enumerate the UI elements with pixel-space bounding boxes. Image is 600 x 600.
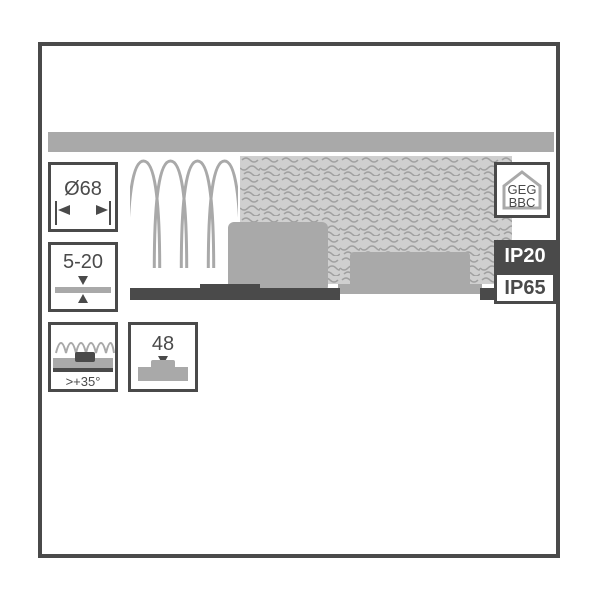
downlight-body [350,252,470,284]
insulation-temp-icon: >+35° [48,322,118,392]
ceiling-panel-left [130,288,340,300]
depth-label: 48 [152,333,174,356]
temp-label: >+35° [51,374,115,389]
diagram-canvas: Ø68 5-20 >+35° 48 [0,0,600,600]
double-arrow-vertical-icon [55,276,111,304]
cutout-diameter-icon: Ø68 [48,162,118,232]
install-depth-icon: 48 [128,322,198,392]
fixture-silhouette-icon [138,367,188,381]
bbc-label: BBC [497,196,547,209]
ip20-label: IP20 [504,245,545,268]
diameter-label: Ø68 [64,178,102,201]
downlight-flange [338,284,482,294]
ip65-label: IP65 [504,277,545,300]
ceiling-thickness-icon: 5-20 [48,242,118,312]
thickness-label: 5-20 [63,251,103,274]
driver-box [228,222,328,292]
double-arrow-horizontal-icon [56,203,110,217]
insulation-loops [130,156,238,268]
ip20-badge: IP20 [494,240,556,272]
ceiling-bar [48,132,554,152]
geg-bbc-badge: GEG BBC [494,162,550,218]
ip65-badge: IP65 [494,272,556,304]
